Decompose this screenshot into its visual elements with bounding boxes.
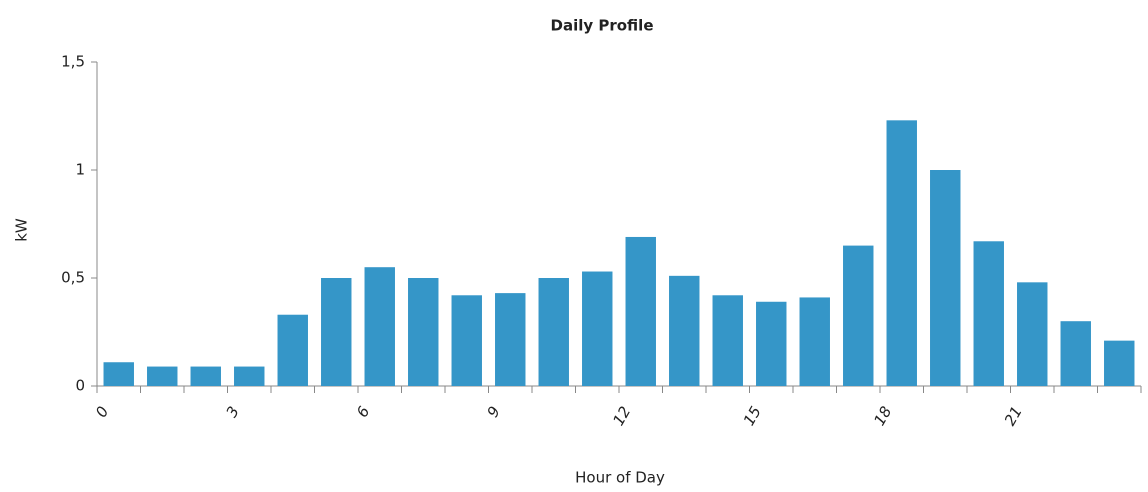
y-tick-label: 0,5	[61, 269, 85, 287]
bar	[364, 267, 395, 386]
x-tick-label: 21	[1001, 403, 1026, 429]
bar	[147, 366, 178, 386]
bar	[712, 295, 743, 386]
bar	[1017, 282, 1048, 386]
bar	[1060, 321, 1091, 386]
bar	[408, 278, 439, 386]
bar	[582, 271, 613, 386]
x-tick-label: 9	[483, 403, 503, 420]
bar	[495, 293, 526, 386]
bar	[799, 297, 830, 386]
y-tick-label: 0	[75, 377, 85, 395]
x-tick-label: 18	[870, 403, 895, 429]
x-tick-label: 15	[740, 403, 765, 429]
bar	[625, 236, 656, 386]
bar	[930, 170, 961, 386]
bar	[277, 314, 308, 386]
bar	[843, 245, 874, 386]
x-tick-label: 0	[92, 403, 112, 420]
bar	[321, 278, 352, 386]
bar	[538, 278, 569, 386]
chart-title: Daily Profile	[551, 17, 654, 35]
y-tick-label: 1	[75, 161, 85, 179]
bar	[669, 275, 700, 386]
x-tick-label: 3	[222, 403, 242, 420]
y-tick-label: 1,5	[61, 53, 85, 71]
bar	[234, 366, 265, 386]
bar	[103, 362, 134, 386]
bar	[190, 366, 221, 386]
bar	[886, 120, 917, 386]
bar	[1104, 340, 1135, 386]
bar	[451, 295, 482, 386]
x-tick-label: 6	[353, 403, 373, 420]
bar	[973, 241, 1004, 386]
x-axis-label: Hour of Day	[575, 469, 665, 487]
x-tick-label: 12	[609, 403, 634, 429]
bar	[756, 301, 787, 386]
y-axis-label: kW	[13, 218, 31, 242]
